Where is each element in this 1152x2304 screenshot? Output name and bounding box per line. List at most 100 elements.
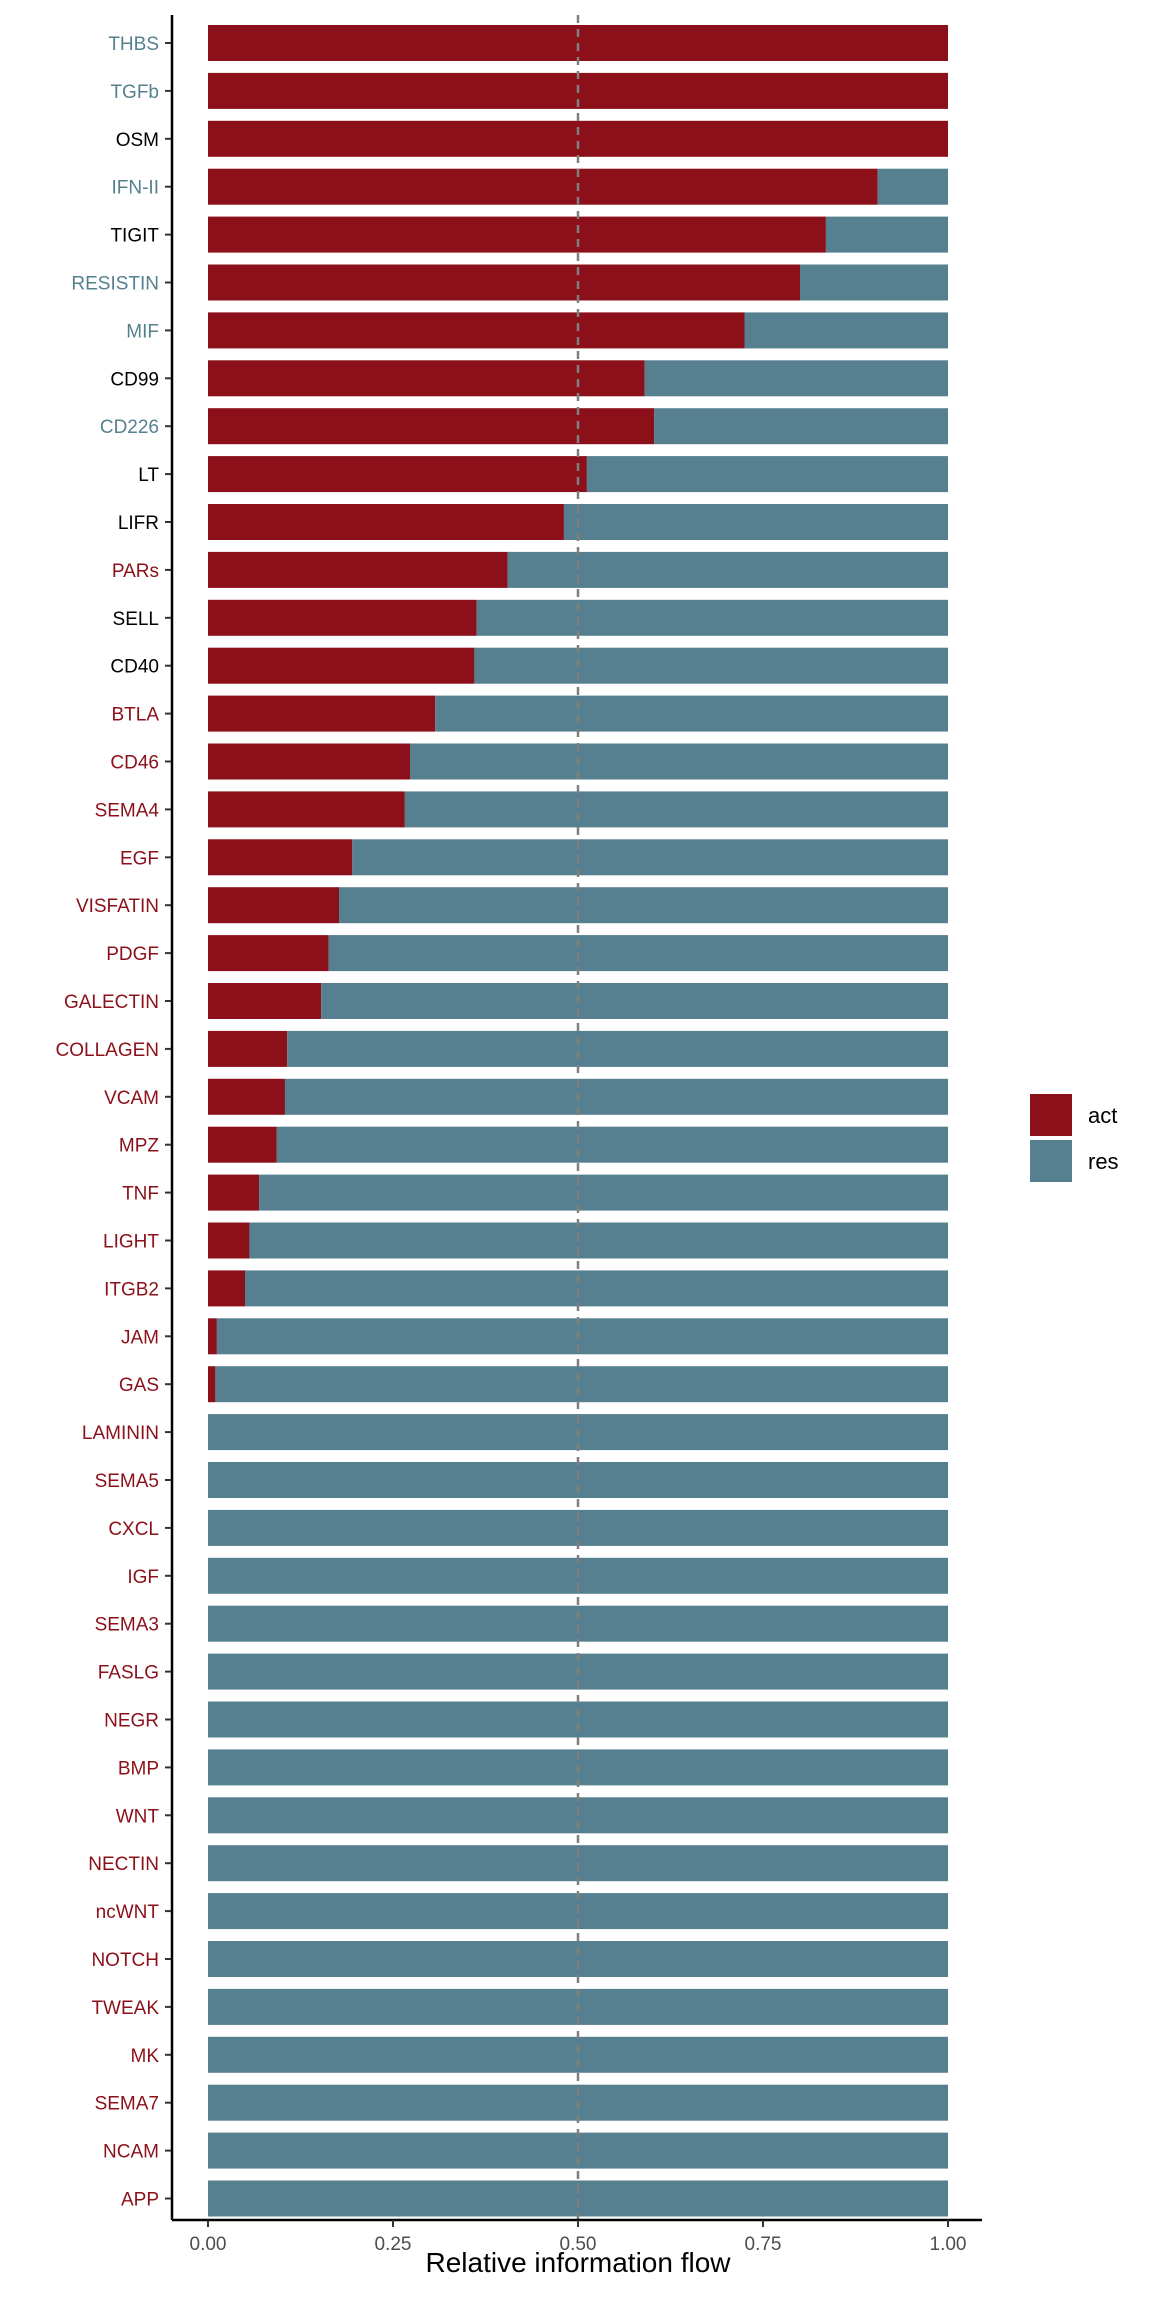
y-tick-label-app: APP bbox=[121, 2190, 159, 2211]
y-tick-label-cxcl: CXCL bbox=[108, 1519, 159, 1540]
bar-res-resistin bbox=[800, 264, 948, 301]
y-tick-label-tgfb: TGFb bbox=[110, 82, 159, 103]
legend-key-act bbox=[1030, 1094, 1072, 1136]
bar-res-jam bbox=[216, 1318, 948, 1355]
bar-act-egf bbox=[208, 839, 353, 876]
bar-act-lt bbox=[208, 456, 587, 493]
bar-res-negr bbox=[208, 1701, 948, 1738]
bar-act-resistin bbox=[208, 264, 800, 301]
y-axis: THBS TGFb OSM IFN-II TIGIT RESISTIN MIF CD99 CD2… bbox=[56, 15, 174, 2220]
y-tick-label-visfatin: VISFATIN bbox=[76, 896, 159, 917]
x-axis: 0.00 0.25 0.50 0.75 1.00 bbox=[172, 2218, 982, 2255]
y-tick-label-light: LIGHT bbox=[103, 1232, 159, 1253]
bar-res-light bbox=[249, 1222, 948, 1259]
bar-res-sell bbox=[476, 599, 948, 636]
y-tick-label-cd40: CD40 bbox=[110, 657, 159, 678]
y-tick-label-nectin: NECTIN bbox=[88, 1854, 159, 1875]
y-tick-label-negr: NEGR bbox=[104, 1711, 159, 1732]
bar-act-mpz bbox=[208, 1126, 277, 1163]
bar-act-light bbox=[208, 1222, 250, 1259]
bar-res-lifr bbox=[563, 504, 948, 540]
x-tick-label: 0.25 bbox=[375, 2234, 412, 2255]
bar-res-cd46 bbox=[410, 743, 948, 780]
y-tick-label-notch: NOTCH bbox=[91, 1950, 159, 1971]
bar-res-collagen bbox=[287, 1030, 948, 1067]
bar-res-gas bbox=[215, 1366, 948, 1403]
y-tick-label-wnt: WNT bbox=[116, 1806, 160, 1827]
y-tick-label-ncwnt: ncWNT bbox=[96, 1902, 160, 1923]
y-tick-label-itgb2: ITGB2 bbox=[104, 1279, 159, 1300]
y-tick-label-collagen: COLLAGEN bbox=[56, 1040, 159, 1061]
bar-act-pdgf bbox=[208, 935, 329, 972]
bar-act-cd46 bbox=[208, 743, 411, 780]
bar-res-galectin bbox=[321, 983, 949, 1019]
bar-act-gas bbox=[208, 1366, 216, 1403]
y-tick-label-vcam: VCAM bbox=[104, 1088, 159, 1109]
bar-res-btla bbox=[435, 695, 948, 732]
bar-res-vcam bbox=[284, 1078, 949, 1115]
bar-act-mif bbox=[208, 312, 745, 349]
bar-act-cd99 bbox=[208, 360, 645, 397]
bar-res-pdgf bbox=[328, 935, 948, 972]
y-tick-label-mif: MIF bbox=[126, 321, 159, 342]
bar-act-visfatin bbox=[208, 887, 339, 924]
bar-res-pars bbox=[507, 551, 948, 588]
x-tick-label: 0.50 bbox=[560, 2234, 597, 2255]
legend-label-act: act bbox=[1088, 1103, 1117, 1128]
y-tick-label-egf: EGF bbox=[120, 848, 159, 869]
bar-res-itgb2 bbox=[245, 1270, 948, 1307]
bar-act-ifn-ii bbox=[208, 168, 878, 205]
y-tick-label-sell: SELL bbox=[113, 609, 159, 630]
y-tick-label-cd226: CD226 bbox=[100, 417, 159, 438]
bar-act-pars bbox=[208, 551, 508, 588]
y-tick-label-tnf: TNF bbox=[122, 1184, 159, 1205]
bar-act-lifr bbox=[208, 504, 564, 540]
legend-key-res bbox=[1030, 1140, 1072, 1182]
bar-act-galectin bbox=[208, 983, 322, 1019]
bar-res-mk bbox=[208, 2036, 948, 2073]
y-tick-label-resistin: RESISTIN bbox=[71, 274, 159, 295]
bar-res-ifn-ii bbox=[877, 168, 948, 205]
bar-res-notch bbox=[208, 1941, 948, 1977]
bar-res-sema4 bbox=[404, 791, 949, 828]
y-tick-label-thbs: THBS bbox=[108, 34, 159, 55]
y-tick-label-btla: BTLA bbox=[111, 705, 159, 726]
bar-act-cd40 bbox=[208, 647, 475, 684]
bar-act-itgb2 bbox=[208, 1270, 245, 1307]
bar-res-visfatin bbox=[338, 887, 949, 924]
bar-act-collagen bbox=[208, 1030, 288, 1067]
bar-act-cd226 bbox=[208, 408, 655, 445]
y-tick-label-mk: MK bbox=[131, 2046, 160, 2067]
y-tick-label-osm: OSM bbox=[116, 130, 159, 151]
y-tick-label-cd46: CD46 bbox=[110, 753, 159, 774]
bar-act-sema4 bbox=[208, 791, 405, 828]
y-tick-label-sema5: SEMA5 bbox=[95, 1471, 159, 1492]
bar-res-mpz bbox=[276, 1126, 948, 1163]
y-tick-label-laminin: LAMININ bbox=[82, 1423, 159, 1444]
bar-res-cd226 bbox=[654, 408, 948, 445]
y-tick-label-tweak: TWEAK bbox=[91, 1998, 159, 2019]
legend-label-res: res bbox=[1088, 1149, 1119, 1174]
bar-act-vcam bbox=[208, 1078, 285, 1115]
y-tick-label-galectin: GALECTIN bbox=[64, 992, 159, 1013]
bar-res-mif bbox=[744, 312, 948, 349]
y-tick-label-mpz: MPZ bbox=[119, 1136, 160, 1157]
y-tick-label-pars: PARs bbox=[112, 561, 159, 582]
bar-res-tnf bbox=[259, 1174, 948, 1211]
bar-act-jam bbox=[208, 1318, 217, 1355]
x-tick-label: 1.00 bbox=[930, 2234, 967, 2255]
bar-act-btla bbox=[208, 695, 436, 732]
y-tick-label-lt: LT bbox=[138, 465, 159, 486]
bar-res-tigit bbox=[825, 216, 948, 253]
y-tick-label-lifr: LIFR bbox=[118, 513, 159, 534]
legend: act res bbox=[1030, 1094, 1119, 1182]
bar-res-lt bbox=[586, 456, 948, 493]
x-axis-title: Relative information flow bbox=[425, 2247, 731, 2278]
bar-res-egf bbox=[352, 839, 948, 876]
bar-act-osm bbox=[208, 120, 948, 157]
bar-res-cd99 bbox=[644, 360, 948, 397]
y-tick-label-gas: GAS bbox=[119, 1375, 159, 1396]
x-tick-label: 0.75 bbox=[745, 2234, 782, 2255]
y-tick-label-cd99: CD99 bbox=[110, 369, 159, 390]
